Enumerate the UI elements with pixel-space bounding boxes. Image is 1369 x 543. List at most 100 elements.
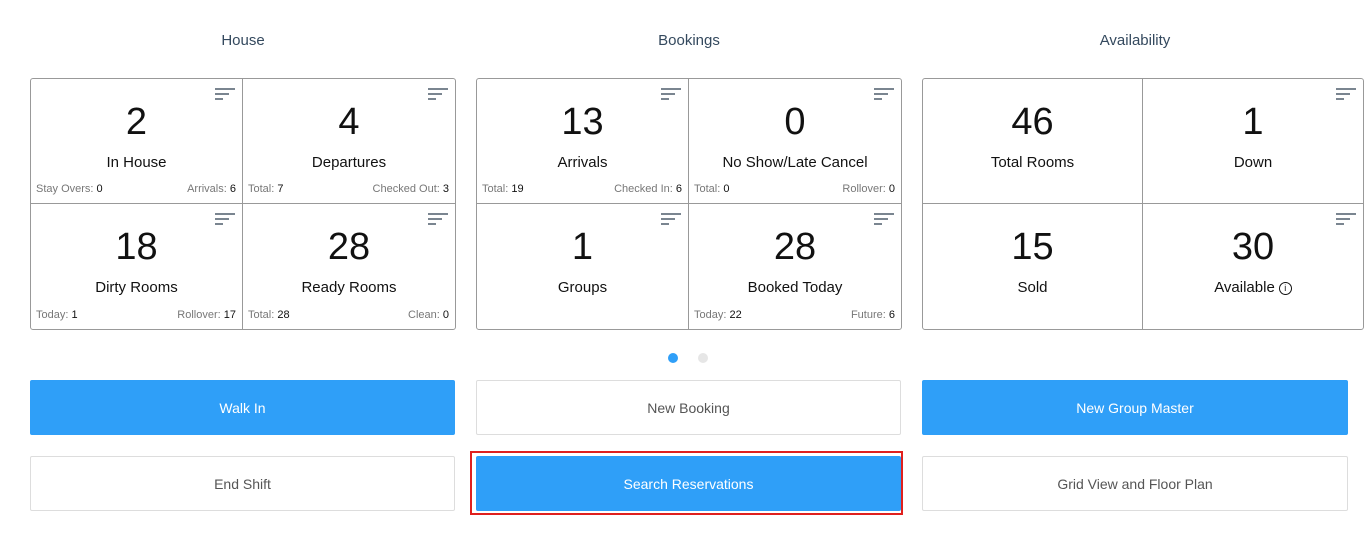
detail-label: Total: bbox=[248, 309, 275, 321]
stat-value: 0 bbox=[784, 101, 806, 143]
stat-label-text: Departures bbox=[311, 154, 387, 171]
stat-detail-right: Clean: 0 bbox=[408, 309, 449, 321]
new-group-master-button[interactable]: New Group Master bbox=[922, 380, 1348, 435]
stat-detail-right: Future: 6 bbox=[851, 309, 895, 321]
sort-icon[interactable] bbox=[874, 213, 894, 226]
highlight-outline bbox=[470, 451, 903, 515]
stat-card-arrivals[interactable]: 13 Arrivals Total: 19 Checked In: 6 bbox=[477, 79, 689, 204]
carousel-dots bbox=[668, 350, 728, 368]
stat-label: Booked Today bbox=[689, 279, 901, 296]
detail-value: 28 bbox=[277, 309, 290, 321]
sort-icon[interactable] bbox=[1336, 88, 1356, 101]
stat-detail-right: Arrivals: 6 bbox=[187, 183, 236, 195]
stat-label-text: Total Rooms bbox=[990, 154, 1075, 171]
sort-icon[interactable] bbox=[661, 88, 681, 101]
stat-label-text: Ready Rooms bbox=[301, 279, 397, 296]
stat-card-dirty-rooms[interactable]: 18 Dirty Rooms Today: 1 Rollover: 17 bbox=[31, 204, 243, 329]
sort-icon[interactable] bbox=[874, 88, 894, 101]
stat-value: 4 bbox=[338, 101, 360, 143]
stat-label-text: Arrivals bbox=[557, 154, 608, 171]
stat-detail-left: Total: 28 bbox=[248, 309, 290, 321]
detail-label: Today: bbox=[36, 309, 69, 321]
detail-value: 0 bbox=[723, 183, 730, 195]
stat-label-text: In House bbox=[106, 154, 167, 171]
stat-value: 18 bbox=[115, 226, 158, 268]
stat-label-text: Booked Today bbox=[747, 279, 843, 296]
sort-icon[interactable] bbox=[215, 213, 235, 226]
stat-label: Sold bbox=[923, 279, 1142, 296]
detail-value: 6 bbox=[888, 309, 895, 321]
stat-card-ready-rooms[interactable]: 28 Ready Rooms Total: 28 Clean: 0 bbox=[243, 204, 455, 329]
stat-value: 2 bbox=[125, 101, 148, 143]
end-shift-button[interactable]: End Shift bbox=[30, 456, 455, 511]
detail-value: 0 bbox=[96, 183, 103, 195]
detail-value: 0 bbox=[442, 309, 449, 321]
sort-icon[interactable] bbox=[428, 88, 448, 101]
detail-value: 0 bbox=[888, 183, 895, 195]
detail-label: Stay Overs: bbox=[36, 183, 94, 195]
panel-availability: 46 Total Rooms 1 Down 15 Sold 30 Available i bbox=[922, 78, 1364, 330]
stat-value: 46 bbox=[1011, 101, 1054, 143]
stat-label-text: Available bbox=[1214, 279, 1275, 296]
stat-label: Departures bbox=[243, 154, 455, 171]
stat-card-sold[interactable]: 15 Sold bbox=[923, 204, 1143, 329]
stat-detail-left: Today: 22 bbox=[694, 309, 742, 321]
stat-value: 13 bbox=[561, 101, 604, 143]
sort-icon[interactable] bbox=[661, 213, 681, 226]
detail-value: 7 bbox=[277, 183, 284, 195]
info-icon[interactable]: i bbox=[1278, 282, 1292, 295]
detail-value: 6 bbox=[229, 183, 236, 195]
detail-value: 6 bbox=[675, 183, 682, 195]
stat-value: 28 bbox=[773, 226, 817, 268]
stat-card-booked-today[interactable]: 28 Booked Today Today: 22 Future: 6 bbox=[689, 204, 901, 329]
detail-label: Rollover: bbox=[842, 183, 886, 195]
stat-label-text: No Show/Late Cancel bbox=[722, 154, 868, 171]
sort-icon[interactable] bbox=[1336, 213, 1356, 226]
detail-label: Arrivals: bbox=[187, 183, 227, 195]
grid-view-and-floor-plan-button[interactable]: Grid View and Floor Plan bbox=[922, 456, 1348, 511]
stat-value: 15 bbox=[1011, 226, 1054, 268]
stat-detail-right: Rollover: 17 bbox=[177, 309, 236, 321]
stat-label: Groups bbox=[477, 279, 688, 296]
stat-card-departures[interactable]: 4 Departures Total: 7 Checked Out: 3 bbox=[243, 79, 455, 204]
stat-label-text: Down bbox=[1233, 154, 1273, 171]
stat-card-total-rooms[interactable]: 46 Total Rooms bbox=[923, 79, 1143, 204]
stat-detail-left: Stay Overs: 0 bbox=[36, 183, 103, 195]
section-title-availability: Availability bbox=[1099, 32, 1171, 49]
carousel-dot[interactable] bbox=[698, 353, 708, 363]
detail-label: Total: bbox=[482, 183, 509, 195]
stat-card-down[interactable]: 1 Down bbox=[1143, 79, 1363, 204]
carousel-dot[interactable] bbox=[668, 353, 678, 363]
stat-detail-right: Checked In: 6 bbox=[614, 183, 682, 195]
detail-label: Rollover: bbox=[177, 309, 221, 321]
sort-icon[interactable] bbox=[428, 213, 448, 226]
stat-value: 1 bbox=[571, 226, 594, 268]
stat-card-no-show-late-cancel[interactable]: 0 No Show/Late Cancel Total: 0 Rollover: 0 bbox=[689, 79, 901, 204]
stat-label: Dirty Rooms bbox=[31, 279, 242, 296]
stat-card-available[interactable]: 30 Available i bbox=[1143, 204, 1363, 329]
search-reservations-button[interactable]: Search Reservations bbox=[476, 456, 901, 511]
stat-detail-left: Total: 19 bbox=[482, 183, 524, 195]
stat-label: Ready Rooms bbox=[243, 279, 455, 296]
new-booking-button[interactable]: New Booking bbox=[476, 380, 901, 435]
detail-label: Today: bbox=[694, 309, 727, 321]
detail-value: 1 bbox=[71, 309, 78, 321]
stat-label: Available i bbox=[1143, 279, 1363, 296]
detail-value: 17 bbox=[223, 309, 236, 321]
stat-label-text: Dirty Rooms bbox=[95, 279, 178, 296]
walk-in-button[interactable]: Walk In bbox=[30, 380, 455, 435]
stat-detail-right: Checked Out: 3 bbox=[373, 183, 449, 195]
detail-value: 3 bbox=[442, 183, 449, 195]
stat-value: 30 bbox=[1231, 226, 1275, 268]
detail-label: Total: bbox=[248, 183, 275, 195]
detail-label: Checked Out: bbox=[372, 183, 440, 195]
stat-label-text: Groups bbox=[557, 279, 608, 296]
sort-icon[interactable] bbox=[215, 88, 235, 101]
stat-label: Down bbox=[1143, 154, 1363, 171]
detail-label: Future: bbox=[850, 309, 886, 321]
stat-card-in-house[interactable]: 2 In House Stay Overs: 0 Arrivals: 6 bbox=[31, 79, 243, 204]
stat-card-groups[interactable]: 1 Groups bbox=[477, 204, 689, 329]
stat-value: 28 bbox=[327, 226, 371, 268]
section-title-bookings: Bookings bbox=[658, 32, 720, 49]
detail-value: 22 bbox=[729, 309, 742, 321]
